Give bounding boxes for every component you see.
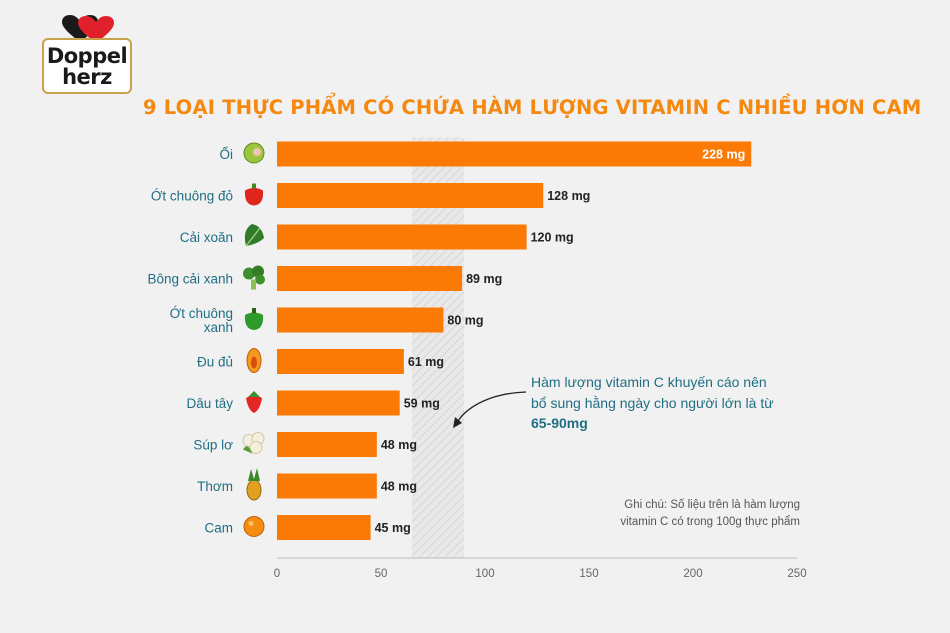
category-label-8: Thơm: [197, 479, 233, 494]
bar-5: [277, 349, 404, 374]
value-label-9: 45 mg: [375, 521, 411, 535]
logo-wordmark: Doppel herz: [42, 38, 132, 94]
category-label-7: Súp lơ: [193, 438, 233, 453]
bar-1: [277, 183, 544, 208]
strawberry-icon: [246, 391, 262, 413]
value-label-7: 48 mg: [381, 438, 417, 452]
bar-3: [277, 266, 463, 291]
bar-0: [277, 141, 752, 167]
kale-icon: [244, 224, 264, 247]
green-bell-pepper-icon: [244, 308, 264, 330]
arrow-head-icon: [453, 417, 462, 428]
bar-7: [277, 432, 377, 457]
x-tick-50: 50: [375, 568, 388, 580]
x-tick-100: 100: [475, 568, 494, 580]
value-label-0: 228 mg: [702, 148, 745, 162]
value-label-6: 59 mg: [404, 397, 440, 411]
red-bell-pepper-icon: [244, 183, 264, 206]
guava-icon: [243, 142, 265, 164]
value-label-5: 61 mg: [408, 355, 444, 369]
category-label-2: Cải xoăn: [180, 230, 233, 245]
category-label-1: Ớt chuông đỏ: [151, 189, 233, 204]
recommendation-text-line2: bổ sung hằng ngày cho người lớn là từ: [531, 395, 774, 411]
bar-6: [277, 390, 400, 416]
category-label-0: Ổi: [220, 147, 234, 162]
recommendation-arrow: [457, 391, 527, 422]
chart-title: 9 LOẠI THỰC PHẨM CÓ CHỨA HÀM LƯỢNG VITAM…: [143, 96, 922, 119]
category-label-9: Cam: [204, 521, 233, 536]
hearts-icon: [62, 15, 114, 43]
category-label-4-line0: Ớt chuông: [170, 306, 233, 321]
x-tick-150: 150: [579, 568, 598, 580]
x-tick-0: 0: [274, 568, 280, 580]
recommendation-text-line1: Hàm lượng vitamin C khuyến cáo nên: [531, 374, 767, 390]
pineapple-icon: [246, 468, 262, 501]
recommendation-range: 65-90mg: [531, 415, 588, 431]
bar-9: [277, 515, 371, 540]
orange-icon: [243, 516, 265, 537]
value-label-2: 120 mg: [531, 231, 574, 245]
value-label-4: 80 mg: [447, 314, 483, 328]
papaya-icon: [246, 348, 262, 373]
bar-8: [277, 473, 377, 499]
category-label-5: Đu đủ: [197, 355, 233, 370]
bar-2: [277, 224, 527, 250]
x-tick-250: 250: [787, 568, 806, 580]
logo-text-line2: herz: [62, 65, 112, 89]
bar-4: [277, 307, 444, 333]
cauliflower-icon: [242, 432, 265, 454]
category-label-4-line1: xanh: [204, 320, 233, 335]
footnote-line2: vitamin C có trong 100g thực phẩm: [620, 516, 800, 528]
value-label-8: 48 mg: [381, 480, 417, 494]
brand-logo: Doppel herz: [42, 14, 138, 100]
x-tick-200: 200: [683, 568, 702, 580]
broccoli-icon: [243, 265, 265, 290]
category-label-6: Dâu tây: [186, 396, 233, 411]
value-label-1: 128 mg: [547, 189, 590, 203]
footnote-line1: Ghi chú: Số liệu trên là hàm lượng: [624, 499, 800, 511]
category-label-3: Bông cải xanh: [147, 272, 233, 287]
value-label-3: 89 mg: [466, 272, 502, 286]
logo-text-line1: Doppel: [46, 44, 128, 68]
